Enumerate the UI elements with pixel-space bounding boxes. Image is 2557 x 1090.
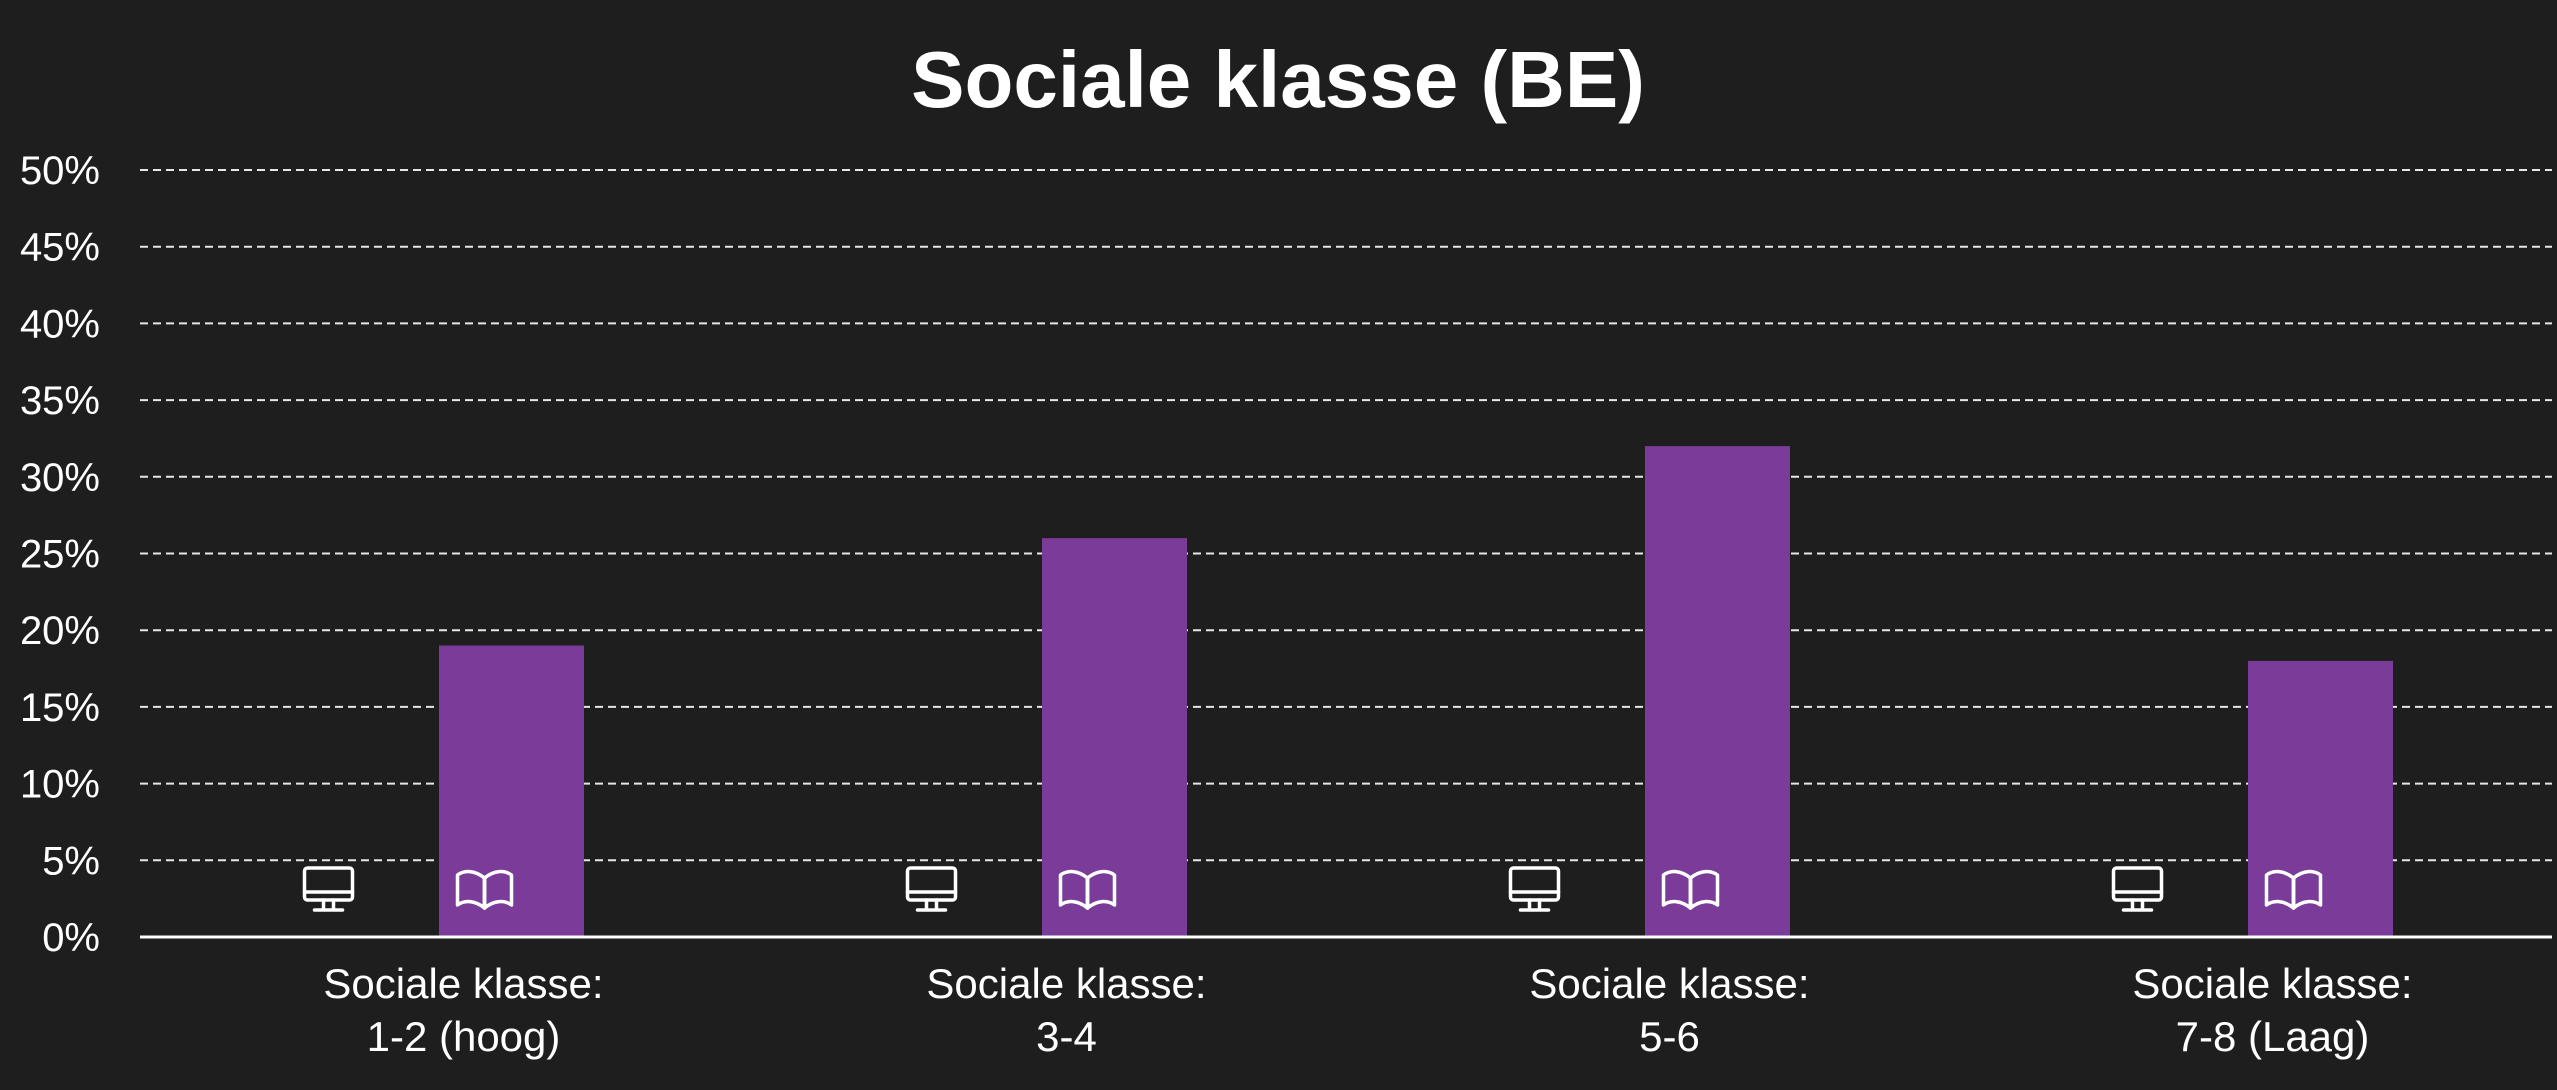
y-tick-label: 15%	[20, 686, 100, 730]
x-category-label: 3-4	[1036, 1013, 1097, 1060]
x-category-label: 1-2 (hoog)	[367, 1013, 561, 1060]
y-tick-label: 10%	[20, 763, 100, 807]
monitor-icon	[302, 866, 355, 912]
x-category-label: Sociale klasse:	[926, 960, 1206, 1007]
y-tick-label: 40%	[20, 302, 100, 346]
x-category-label: Sociale klasse:	[1529, 960, 1809, 1007]
y-tick-label: 0%	[42, 916, 100, 960]
chart-title: Sociale klasse (BE)	[911, 35, 1645, 124]
series-icons	[302, 866, 2323, 912]
x-category-label: 7-8 (Laag)	[2176, 1013, 2370, 1060]
book-icon	[1058, 869, 1117, 910]
y-tick-label: 35%	[20, 379, 100, 423]
x-category-label: Sociale klasse:	[2132, 960, 2412, 1007]
bars	[439, 446, 2393, 937]
x-category-label: 5-6	[1639, 1013, 1700, 1060]
bar-book	[1645, 446, 1790, 937]
x-axis-category-labels: Sociale klasse: 1-2 (hoog) Sociale klasse:…	[323, 960, 2412, 1060]
y-tick-label: 30%	[20, 456, 100, 500]
y-tick-label: 20%	[20, 609, 100, 653]
gridlines	[140, 169, 2552, 862]
x-category-label: Sociale klasse:	[323, 960, 603, 1007]
book-icon	[455, 869, 514, 910]
monitor-icon	[1508, 866, 1561, 912]
book-icon	[1661, 869, 1720, 910]
monitor-icon	[2111, 866, 2164, 912]
monitor-icon	[905, 866, 958, 912]
book-icon	[2264, 869, 2323, 910]
y-tick-label: 50%	[20, 149, 100, 193]
y-tick-label: 25%	[20, 533, 100, 577]
y-tick-label: 45%	[20, 226, 100, 270]
y-tick-label: 5%	[42, 839, 100, 883]
y-axis-tick-labels: 0% 5% 10% 15% 20% 25% 30% 35% 40% 45% 50%	[20, 149, 100, 960]
